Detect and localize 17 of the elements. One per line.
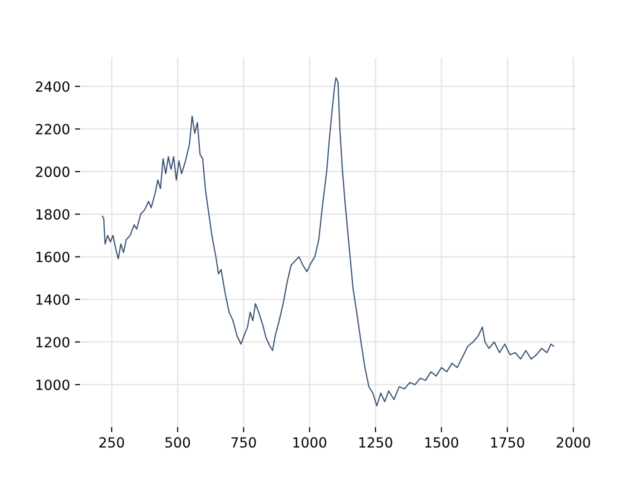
x-tick-label: 250 [99, 437, 124, 448]
x-tick-label: 1250 [359, 437, 392, 448]
x-tick-label: 1500 [425, 437, 458, 448]
y-tick-label: 1800 [36, 209, 70, 220]
x-tick-label: 2000 [556, 437, 590, 448]
x-tick-label: 1750 [491, 437, 524, 448]
x-tick-label: 500 [165, 437, 190, 448]
y-tick-label: 1600 [36, 252, 70, 262]
y-tick-label: 2400 [36, 81, 70, 92]
y-tick-label: 1400 [36, 294, 70, 305]
y-tick-label: 1200 [36, 336, 70, 348]
y-tick-label: 2000 [36, 166, 70, 178]
x-tick-label: 1000 [293, 437, 326, 448]
y-tick-label: 2200 [36, 124, 70, 134]
line-series [102, 77, 554, 406]
x-tick-label: 750 [231, 437, 256, 448]
y-tick-label: 1000 [36, 380, 70, 390]
